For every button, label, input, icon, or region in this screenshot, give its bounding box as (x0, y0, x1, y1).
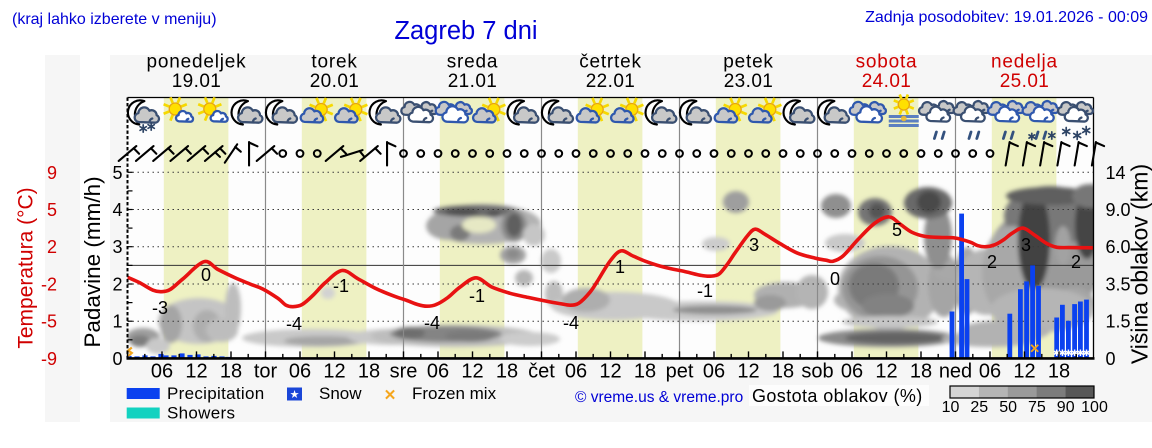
svg-text:čet: čet (528, 361, 555, 383)
svg-text:0: 0 (112, 349, 122, 369)
svg-text:★: ★ (290, 389, 300, 401)
svg-text:-1: -1 (469, 286, 485, 306)
svg-text:-3: -3 (152, 298, 168, 318)
svg-text:-2: -2 (41, 275, 57, 295)
svg-text:sobota: sobota (856, 52, 918, 73)
svg-text:12: 12 (875, 361, 897, 383)
svg-text:06: 06 (841, 361, 863, 383)
svg-text:75: 75 (1028, 399, 1046, 416)
svg-text:22.01: 22.01 (586, 71, 636, 92)
svg-text:Zagreb 7 dni: Zagreb 7 dni (394, 17, 537, 45)
svg-text:18: 18 (634, 361, 656, 383)
svg-text:1: 1 (615, 257, 625, 277)
svg-text:5: 5 (892, 220, 902, 240)
svg-text:-4: -4 (286, 314, 302, 334)
svg-text:23.01: 23.01 (724, 71, 774, 92)
svg-text:50: 50 (999, 399, 1017, 416)
svg-text:ponedeljek: ponedeljek (147, 52, 247, 73)
svg-text:12: 12 (323, 361, 345, 383)
svg-text:Višina oblakov (km): Višina oblakov (km) (1127, 164, 1152, 364)
svg-text:Precipitation: Precipitation (167, 384, 264, 403)
svg-text:100: 100 (1081, 399, 1108, 416)
svg-text:✕: ✕ (1029, 341, 1040, 356)
svg-text:06: 06 (565, 361, 587, 383)
svg-text:sreda: sreda (447, 52, 499, 73)
svg-text:(kraj lahko izberete v meniju): (kraj lahko izberete v meniju) (12, 11, 217, 28)
svg-text:četrtek: četrtek (579, 52, 642, 73)
svg-text:tor: tor (254, 361, 278, 383)
svg-text:18: 18 (496, 361, 518, 383)
svg-text:-9: -9 (41, 349, 57, 369)
svg-text:torek: torek (311, 52, 357, 73)
svg-text:sob: sob (801, 361, 833, 383)
svg-text:✕: ✕ (384, 387, 397, 404)
svg-text:06: 06 (703, 361, 725, 383)
svg-text:sre: sre (390, 361, 418, 383)
svg-text:12: 12 (185, 361, 207, 383)
svg-text:3: 3 (749, 235, 759, 255)
svg-text:2: 2 (1071, 252, 1081, 272)
svg-text:ned: ned (939, 361, 972, 383)
svg-text:Frozen mix: Frozen mix (412, 384, 497, 403)
svg-text:Temperatura (°C): Temperatura (°C) (15, 187, 38, 348)
svg-text:3: 3 (112, 237, 122, 257)
svg-text:2: 2 (112, 275, 122, 295)
svg-text:5: 5 (112, 163, 122, 183)
svg-text:2: 2 (47, 237, 57, 257)
svg-text:Zadnja posodobitev: 19.01.2026: Zadnja posodobitev: 19.01.2026 - 00:09 (865, 9, 1148, 26)
svg-text:10: 10 (942, 399, 960, 416)
svg-text:12: 12 (461, 361, 483, 383)
svg-text:Showers: Showers (167, 404, 235, 423)
svg-text:20.01: 20.01 (310, 71, 360, 92)
svg-text:9: 9 (47, 163, 57, 183)
svg-text:18: 18 (910, 361, 932, 383)
svg-text:0: 0 (201, 265, 211, 285)
svg-text:14: 14 (1106, 163, 1126, 183)
svg-text:pet: pet (666, 361, 694, 383)
svg-text:18: 18 (358, 361, 380, 383)
svg-text:-1: -1 (333, 276, 349, 296)
svg-text:24.01: 24.01 (862, 71, 912, 92)
svg-text:25: 25 (970, 399, 988, 416)
svg-text:2: 2 (987, 252, 997, 272)
svg-text:© vreme.us & vreme.pro: © vreme.us & vreme.pro (575, 389, 743, 406)
svg-text:Snow: Snow (319, 384, 362, 403)
svg-text:1: 1 (112, 312, 122, 332)
svg-text:06: 06 (979, 361, 1001, 383)
svg-text:06: 06 (151, 361, 173, 383)
svg-text:21.01: 21.01 (448, 71, 498, 92)
svg-text:19.01: 19.01 (172, 71, 222, 92)
svg-text:25.01: 25.01 (1000, 71, 1050, 92)
svg-text:18: 18 (1048, 361, 1070, 383)
svg-text:18: 18 (772, 361, 794, 383)
svg-text:12: 12 (599, 361, 621, 383)
svg-text:0: 0 (830, 269, 840, 289)
svg-text:3: 3 (1021, 235, 1031, 255)
svg-text:4: 4 (112, 200, 122, 220)
svg-text:5: 5 (47, 200, 57, 220)
svg-text:18: 18 (220, 361, 242, 383)
svg-text:0: 0 (1106, 349, 1116, 369)
svg-text:12: 12 (1013, 361, 1035, 383)
svg-text:Padavine (mm/h): Padavine (mm/h) (80, 176, 105, 347)
svg-text:✱: ✱ (1083, 348, 1091, 358)
svg-text:-5: -5 (41, 312, 57, 332)
svg-text:12: 12 (737, 361, 759, 383)
svg-text:nedelja: nedelja (991, 52, 1058, 73)
svg-text:petek: petek (723, 52, 773, 73)
svg-text:-4: -4 (563, 313, 579, 333)
svg-text:06: 06 (289, 361, 311, 383)
svg-text:06: 06 (427, 361, 449, 383)
svg-text:-4: -4 (424, 313, 440, 333)
svg-text:-1: -1 (697, 281, 713, 301)
svg-text:90: 90 (1057, 399, 1075, 416)
svg-text:Gostota oblakov (%): Gostota oblakov (%) (752, 386, 923, 406)
